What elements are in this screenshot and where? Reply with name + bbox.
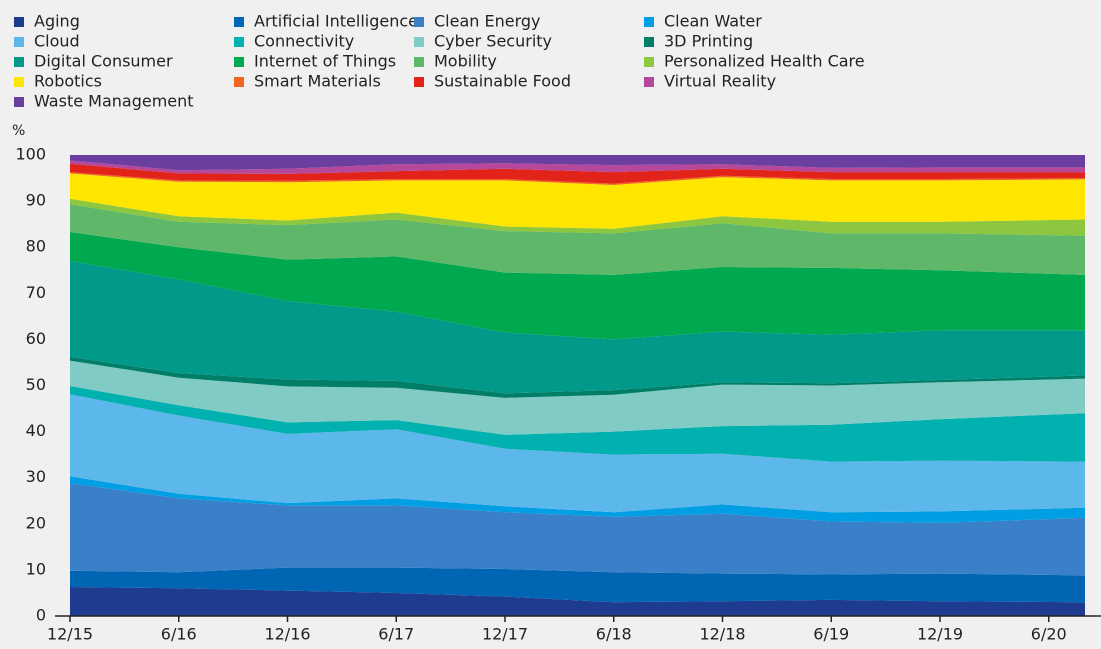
x-tick-label: 12/19 <box>917 625 963 644</box>
legend-swatch <box>644 77 654 87</box>
area <box>70 163 1085 184</box>
legend-label: Digital Consumer <box>34 52 173 71</box>
legend-label: Smart Materials <box>254 72 381 91</box>
x-tick-label: 6/16 <box>161 625 197 644</box>
legend-swatch <box>14 37 24 47</box>
legend-swatch <box>234 77 244 87</box>
legend-label: 3D Printing <box>664 32 753 51</box>
legend-label: Internet of Things <box>254 52 396 71</box>
area <box>70 173 1085 229</box>
legend-swatch <box>234 37 244 47</box>
y-tick-label: 20 <box>26 513 46 532</box>
legend-swatch <box>644 37 654 47</box>
legend-swatch <box>234 17 244 27</box>
legend-label: Aging <box>34 12 80 31</box>
x-tick-label: 6/17 <box>378 625 414 644</box>
y-tick-label: 80 <box>26 237 46 256</box>
legend-swatch <box>414 17 424 27</box>
legend-swatch <box>234 57 244 67</box>
area <box>70 232 1085 340</box>
legend-swatch <box>414 37 424 47</box>
area <box>70 155 1085 171</box>
area <box>70 476 1085 523</box>
legend-label: Waste Management <box>34 92 194 111</box>
x-tick-label: 12/17 <box>482 625 528 644</box>
legend-label: Connectivity <box>254 32 354 51</box>
legend-swatch <box>14 57 24 67</box>
legend-swatch <box>414 77 424 87</box>
x-tick-label: 12/16 <box>264 625 310 644</box>
area <box>70 483 1085 576</box>
legend-swatch <box>14 77 24 87</box>
legend-label: Clean Water <box>664 12 762 31</box>
legend-swatch <box>414 57 424 67</box>
y-tick-label: 0 <box>36 606 46 625</box>
legend-swatch <box>644 17 654 27</box>
legend-label: Cyber Security <box>434 32 552 51</box>
area <box>70 204 1085 275</box>
legend-label: Artificial Intelligence <box>254 12 418 31</box>
area <box>70 172 1085 185</box>
x-tick-label: 6/20 <box>1031 625 1067 644</box>
x-tick-label: 12/18 <box>699 625 745 644</box>
y-tick-label: 70 <box>26 283 46 302</box>
area <box>70 360 1085 435</box>
area <box>70 160 1085 174</box>
y-tick-label: 50 <box>26 375 46 394</box>
y-tick-label: 30 <box>26 467 46 486</box>
x-tick-label: 6/18 <box>596 625 632 644</box>
y-tick-label: 100 <box>15 145 46 164</box>
legend-swatch <box>14 17 24 27</box>
x-tick-label: 6/19 <box>813 625 849 644</box>
x-tick-label: 12/15 <box>47 625 93 644</box>
area <box>70 198 1085 236</box>
y-tick-label: 10 <box>26 559 46 578</box>
area <box>70 261 1085 394</box>
area <box>70 587 1085 616</box>
legend-label: Robotics <box>34 72 102 91</box>
legend-label: Sustainable Food <box>434 72 571 91</box>
area <box>70 386 1085 462</box>
y-tick-label: 40 <box>26 421 46 440</box>
legend-label: Cloud <box>34 32 80 51</box>
area <box>70 394 1085 513</box>
area <box>70 567 1085 603</box>
y-tick-label: 90 <box>26 191 46 210</box>
y-tick-label: 60 <box>26 329 46 348</box>
legend-label: Mobility <box>434 52 497 71</box>
legend-swatch <box>14 97 24 107</box>
legend-label: Virtual Reality <box>664 72 776 91</box>
legend-label: Personalized Health Care <box>664 52 865 71</box>
y-axis-label: % <box>12 123 25 139</box>
legend-label: Clean Energy <box>434 12 541 31</box>
legend-swatch <box>644 57 654 67</box>
